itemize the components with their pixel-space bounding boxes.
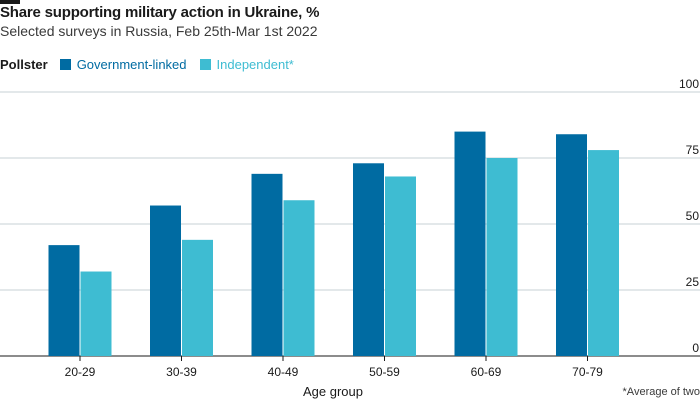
y-tick-label: 75 (686, 143, 700, 157)
bar-independent-20-29 (80, 271, 112, 356)
x-axis-title: Age group (303, 384, 363, 399)
x-tick-label: 40-49 (268, 365, 299, 379)
bar-government-linked-70-79 (556, 134, 587, 356)
x-tick-label: 30-39 (166, 365, 197, 379)
legend-swatch-government-linked (59, 59, 71, 70)
x-tick-label: 50-59 (369, 365, 400, 379)
y-tick-label: 100 (679, 77, 699, 91)
bar-independent-60-69 (486, 158, 518, 356)
legend: Pollster Government-linked Independent* (0, 57, 307, 72)
footnote: *Average of two (622, 386, 700, 398)
bar-government-linked-40-49 (251, 173, 283, 356)
x-tick-label: 20-29 (65, 365, 96, 379)
y-tick-label: 50 (686, 209, 700, 223)
legend-title: Pollster (0, 57, 48, 72)
bar-independent-40-49 (283, 200, 315, 356)
y-tick-label: 0 (692, 341, 699, 355)
x-tick-label: 60-69 (471, 365, 502, 379)
chart-title: Share supporting military action in Ukra… (0, 4, 320, 21)
bar-independent-50-59 (385, 176, 416, 356)
chart-subtitle: Selected surveys in Russia, Feb 25th-Mar… (0, 23, 318, 39)
x-tick-label: 70-79 (572, 365, 603, 379)
bar-independent-30-39 (182, 239, 213, 356)
legend-label-independent: Independent* (216, 57, 294, 72)
bar-government-linked-20-29 (48, 245, 80, 356)
bar-government-linked-50-59 (353, 163, 384, 356)
legend-swatch-independent (199, 59, 211, 70)
legend-item-government-linked: Government-linked (59, 57, 187, 72)
legend-label-government-linked: Government-linked (76, 57, 187, 72)
bar-government-linked-60-69 (454, 131, 486, 356)
legend-item-independent: Independent* (199, 57, 294, 72)
bar-government-linked-30-39 (150, 205, 181, 356)
header-rule (0, 0, 20, 4)
y-tick-label: 25 (686, 275, 700, 289)
bar-independent-70-79 (588, 150, 619, 356)
